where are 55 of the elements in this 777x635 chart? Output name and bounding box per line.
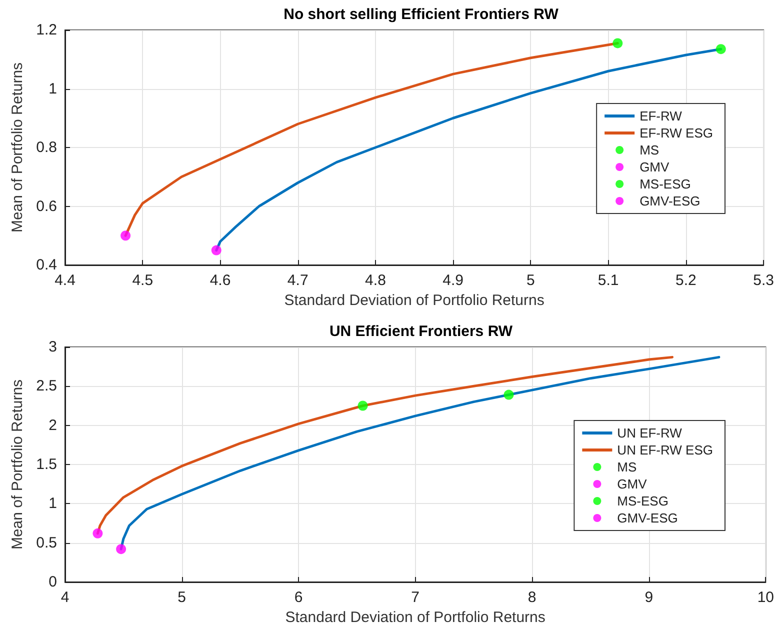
legend-label: GMV-ESG bbox=[640, 194, 700, 208]
legend-label: MS bbox=[640, 142, 660, 158]
legend-label: EF-RW bbox=[640, 108, 683, 124]
x-tick-label: 9 bbox=[644, 589, 654, 606]
y-tick-label: 0.6 bbox=[36, 198, 57, 215]
point bbox=[120, 230, 131, 241]
point bbox=[92, 528, 103, 538]
y-tick-label: 3 bbox=[48, 338, 57, 356]
x-tick-label: 4 bbox=[60, 589, 70, 606]
point bbox=[716, 44, 726, 54]
y-tick-label: 2 bbox=[48, 416, 57, 434]
y-tick-label: 1.2 bbox=[36, 22, 57, 38]
y-tick-label: 0.8 bbox=[36, 139, 57, 156]
x-tick-label: 4.5 bbox=[132, 272, 154, 289]
legend-label: MS bbox=[617, 460, 638, 474]
point bbox=[612, 38, 623, 48]
legend-label: GMV bbox=[640, 160, 670, 174]
chart-title: No short selling Efficient Frontiers RW bbox=[284, 6, 560, 23]
x-tick-label: 5.1 bbox=[598, 272, 619, 289]
x-tick-label: 4.6 bbox=[210, 272, 231, 289]
x-tick-label: 4.7 bbox=[287, 272, 308, 289]
legend-label: UN EF-RW ESG bbox=[617, 442, 714, 458]
legend-label: EF-RW ESG bbox=[640, 126, 714, 140]
y-tick-label: 2.5 bbox=[36, 378, 57, 395]
x-tick-label: 4.8 bbox=[365, 272, 386, 289]
x-tick-label: 6 bbox=[294, 589, 303, 606]
x-tick-label: 7 bbox=[411, 589, 420, 606]
legend-label: GMV bbox=[617, 476, 648, 492]
y-tick-label: 1 bbox=[48, 495, 57, 512]
point bbox=[358, 400, 368, 411]
x-tick-label: 4.4 bbox=[54, 272, 76, 289]
y-tick-label: 0.4 bbox=[36, 256, 57, 274]
y-axis-title: Mean of Portfolio Returns bbox=[9, 62, 26, 233]
y-tick-label: 0 bbox=[48, 574, 57, 590]
y-tick-label: 1 bbox=[48, 80, 57, 98]
point bbox=[211, 245, 222, 256]
y-tick-label: 1.5 bbox=[36, 456, 57, 473]
x-tick-label: 5.2 bbox=[676, 272, 696, 289]
x-axis-title: Standard Deviation of Portfolio Returns bbox=[285, 608, 546, 626]
x-tick-label: 5.3 bbox=[753, 272, 774, 289]
point bbox=[504, 390, 514, 400]
x-tick-label: 8 bbox=[528, 589, 536, 606]
x-tick-label: 5 bbox=[526, 272, 535, 289]
point bbox=[116, 544, 126, 554]
legend-label: MS-ESG bbox=[617, 494, 668, 508]
chart-title: UN Efficient Frontiers RW bbox=[329, 323, 514, 340]
x-axis-title: Standard Deviation of Portfolio Returns bbox=[284, 292, 544, 309]
x-tick-label: 5 bbox=[178, 589, 186, 606]
y-axis-title: Mean of Portfolio Returns bbox=[9, 379, 26, 550]
y-tick-label: 0.5 bbox=[36, 534, 57, 552]
x-tick-label: 10 bbox=[757, 589, 774, 606]
legend-label: MS-ESG bbox=[640, 176, 691, 192]
legend-label: GMV-ESG bbox=[617, 510, 678, 526]
legend-label: UN EF-RW bbox=[617, 426, 683, 440]
x-tick-label: 4.9 bbox=[442, 272, 464, 289]
